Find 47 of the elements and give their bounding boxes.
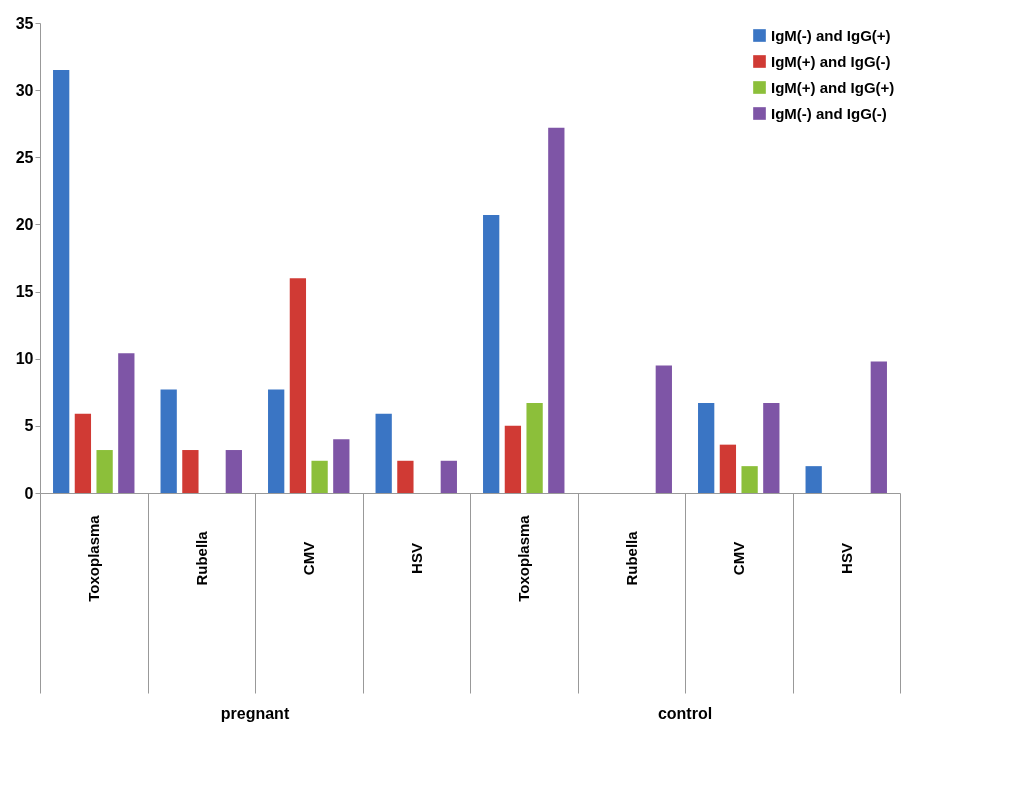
bar	[268, 389, 285, 493]
y-tick-label: 35	[15, 14, 34, 32]
y-tick-label: 0	[24, 484, 34, 502]
bar	[870, 361, 887, 493]
bar	[548, 127, 565, 493]
legend-label: IgM(+) and IgG(+)	[771, 78, 895, 96]
bar	[96, 450, 113, 493]
bar	[375, 413, 392, 493]
bar	[504, 425, 522, 493]
bar	[289, 278, 307, 493]
x-tick-label: HSV	[837, 543, 855, 574]
bar	[655, 365, 672, 493]
bar	[225, 450, 242, 493]
y-tick-label: 25	[15, 148, 34, 166]
bar	[440, 460, 457, 493]
bar	[698, 403, 715, 493]
bar	[763, 403, 780, 493]
y-tick-label: 10	[15, 350, 34, 368]
bar	[805, 466, 822, 493]
y-tick-label: 20	[15, 215, 34, 233]
bar	[526, 403, 543, 493]
bar	[719, 444, 737, 493]
text: pregnant	[220, 705, 290, 723]
legend-label: IgM(-) and IgG(+)	[771, 26, 891, 44]
x-tick-label: Rubella	[192, 530, 210, 586]
legend-label: IgM(-) and IgG(-)	[771, 104, 887, 122]
y-tick-label: 5	[24, 417, 34, 435]
bar	[311, 460, 328, 493]
bar	[118, 353, 135, 493]
bar	[53, 70, 70, 493]
y-tick-label: 30	[15, 81, 34, 99]
bar	[483, 215, 500, 493]
x-tick-label: Rubella	[622, 530, 640, 586]
x-tick-label: HSV	[407, 543, 425, 574]
y-tick-label: 15	[15, 283, 34, 301]
x-tick-label: Toxoplasma	[515, 514, 533, 602]
bar	[333, 439, 350, 493]
legend-label: IgM(+) and IgG(-)	[771, 52, 891, 70]
bar	[160, 389, 177, 493]
text: control	[657, 705, 713, 723]
bar	[182, 450, 199, 493]
x-tick-label: CMV	[730, 541, 748, 576]
bar	[741, 466, 758, 493]
bar	[397, 460, 414, 493]
x-tick-label: Toxoplasma	[85, 514, 103, 602]
bar	[74, 413, 92, 493]
x-tick-label: CMV	[300, 541, 318, 576]
